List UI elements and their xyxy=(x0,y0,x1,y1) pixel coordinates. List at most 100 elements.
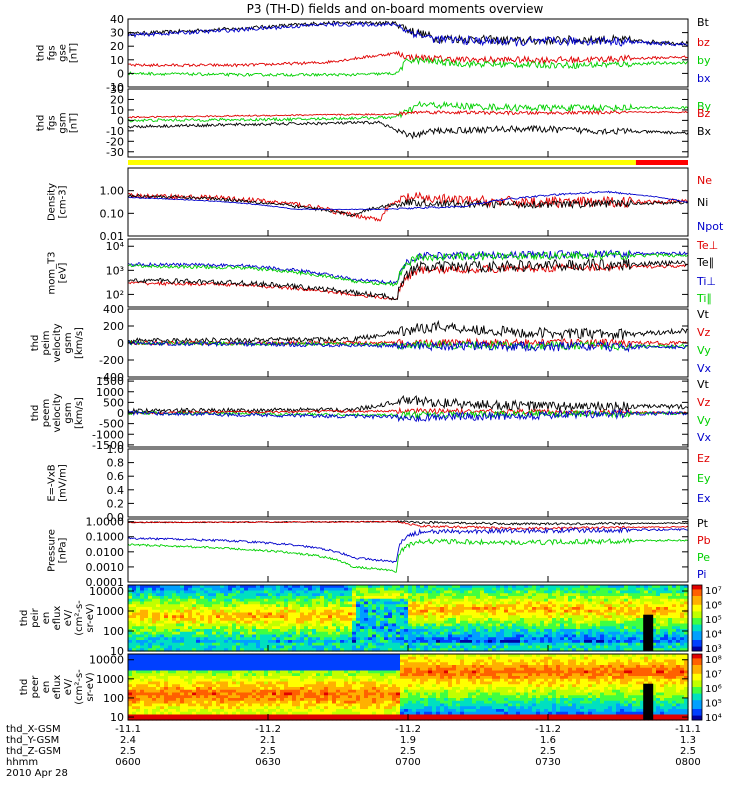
spectrogram-cell xyxy=(212,706,217,710)
spectrogram-cell xyxy=(676,596,681,600)
spectrogram-cell xyxy=(436,645,441,649)
spectrogram-cell xyxy=(244,626,249,630)
spectrogram-cell xyxy=(236,626,241,630)
spectrogram-cell xyxy=(488,604,493,608)
spectrogram-cell xyxy=(612,615,617,619)
spectrogram-cell xyxy=(516,631,521,636)
spectrogram-cell xyxy=(392,601,397,605)
spectrogram-cell xyxy=(192,711,197,716)
spectrogram-cell xyxy=(532,609,537,614)
spectrogram-cell xyxy=(268,714,273,718)
spectrogram-cell xyxy=(452,623,457,627)
spectrogram-cell xyxy=(324,587,329,592)
spectrogram-cell xyxy=(604,645,609,649)
spectrogram-cell xyxy=(292,659,297,663)
spectrogram-cell xyxy=(292,681,297,685)
legend-entry-Vx: Vx xyxy=(697,431,712,444)
spectrogram-cell xyxy=(488,618,493,622)
spectrogram-cell xyxy=(384,620,389,625)
spectrogram-cell xyxy=(672,587,677,592)
spectrogram-cell xyxy=(152,590,157,594)
spectrogram-cell xyxy=(140,629,145,633)
spectrogram-cell xyxy=(488,612,493,616)
y-axis-label-line: gsm xyxy=(63,402,74,423)
spectrogram-cell xyxy=(568,642,573,647)
y-tick-label: 0.01 xyxy=(100,230,125,243)
spectrogram-cell xyxy=(220,598,225,603)
spectrogram-cell xyxy=(200,604,205,608)
spectrogram-cell xyxy=(580,618,585,622)
spectrogram-cell xyxy=(416,634,421,638)
spectrogram-cell xyxy=(496,645,501,649)
spectrogram-cell xyxy=(248,604,253,608)
spectrogram-cell xyxy=(472,598,477,603)
spectrogram-cell xyxy=(284,711,289,716)
spectrogram-cell xyxy=(540,631,545,636)
spectrogram-cell xyxy=(132,637,137,641)
spectrogram-cell xyxy=(404,612,409,616)
spectrogram-cell xyxy=(548,620,553,625)
spectrogram-cell xyxy=(160,656,165,661)
spectrogram-cell xyxy=(404,593,409,597)
spectrogram-cell xyxy=(444,634,449,638)
spectrogram-cell xyxy=(148,609,153,614)
spectrogram-cell xyxy=(340,590,345,594)
spectrogram-cell xyxy=(304,615,309,619)
legend-entry-Ex: Ex xyxy=(697,492,711,505)
spectrogram-cell xyxy=(204,615,209,619)
spectrogram-cell xyxy=(180,593,185,597)
spectrogram-cell xyxy=(552,593,557,597)
spectrogram-cell xyxy=(184,714,189,718)
spectrogram-cell xyxy=(284,629,289,633)
spectrogram-cell xyxy=(312,678,317,683)
spectrogram-cell xyxy=(284,687,289,691)
spectrogram-cell xyxy=(352,598,357,603)
spectrogram-cell xyxy=(644,590,649,594)
spectrogram-cell xyxy=(608,593,613,597)
spectrogram-cell xyxy=(440,598,445,603)
spectrogram-cell xyxy=(580,631,585,636)
spectrogram-cell xyxy=(336,629,341,633)
spectrogram-cell xyxy=(196,678,201,683)
spectrogram-cell xyxy=(136,585,141,589)
spectrogram-cell xyxy=(416,626,421,630)
spectrogram-cell xyxy=(324,687,329,691)
spectrogram-cell xyxy=(548,593,553,597)
spectrogram-cell xyxy=(340,695,345,699)
spectrogram-cell xyxy=(152,667,157,672)
spectrogram-cell xyxy=(632,631,637,636)
spectrogram-cell xyxy=(224,706,229,710)
spectrogram-cell xyxy=(220,689,225,694)
spectrogram-cell xyxy=(208,670,213,674)
spectrogram-cell xyxy=(480,590,485,594)
colorbar-step xyxy=(692,626,702,630)
spectrogram-cell xyxy=(600,601,605,605)
spectrogram-cell xyxy=(216,587,221,592)
spectrogram-cell xyxy=(228,604,233,608)
spectrogram-cell xyxy=(228,673,233,677)
spectrogram-cell xyxy=(564,648,569,652)
spectrogram-cell xyxy=(516,645,521,649)
spectrogram-cell xyxy=(292,717,297,721)
spectrogram-cell xyxy=(220,717,225,721)
spectrogram-cell xyxy=(632,620,637,625)
spectrogram-cell xyxy=(620,615,625,619)
spectrogram-cell xyxy=(420,629,425,633)
spectrogram-cell xyxy=(668,587,673,592)
spectrogram-cell xyxy=(280,587,285,592)
spectrogram-cell xyxy=(132,709,137,713)
spectrogram-cell xyxy=(304,659,309,663)
spectrogram-cell xyxy=(616,598,621,603)
spectrogram-cell xyxy=(332,676,337,680)
spectrogram-cell xyxy=(328,620,333,625)
spectrogram-cell xyxy=(256,620,261,625)
spectrogram-cell xyxy=(576,609,581,614)
spectrogram-cell xyxy=(200,587,205,592)
spectrogram-cell xyxy=(284,714,289,718)
spectrogram-cell xyxy=(320,695,325,699)
spectrogram-cell xyxy=(344,640,349,644)
series-line-bx xyxy=(127,21,689,47)
spectrogram-cell xyxy=(392,598,397,603)
spectrogram-cell xyxy=(264,678,269,683)
spectrogram-cell xyxy=(628,585,633,589)
